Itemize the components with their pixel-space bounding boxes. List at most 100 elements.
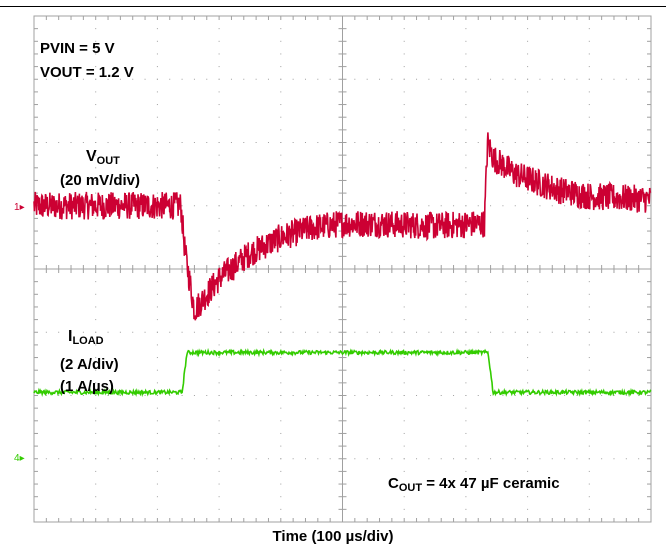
- graticule-dot: [601, 331, 603, 333]
- graticule-dot: [156, 420, 158, 422]
- graticule-dot: [218, 40, 220, 42]
- graticule-dot: [539, 205, 541, 207]
- graticule-dot: [527, 369, 529, 371]
- graticule-dot: [527, 192, 529, 194]
- graticule-dot: [156, 255, 158, 257]
- graticule-dot: [304, 142, 306, 143]
- graticule-dot: [280, 420, 282, 422]
- graticule-dot: [218, 432, 220, 434]
- graticule-dot: [465, 129, 467, 131]
- graticule-dot: [588, 508, 590, 510]
- graticule-dot: [465, 445, 467, 447]
- graticule-dot: [588, 243, 590, 245]
- graticule-dot: [107, 458, 109, 460]
- graticule-dot: [490, 205, 492, 207]
- cout-annotation: COUT = 4x 47 µF ceramic: [388, 475, 560, 494]
- graticule-dot: [391, 142, 393, 143]
- graticule-dot: [638, 395, 640, 396]
- graticule-dot: [527, 217, 529, 219]
- graticule-dot: [156, 369, 158, 371]
- graticule-dot: [119, 395, 121, 396]
- graticule-dot: [527, 91, 529, 93]
- graticule-dot: [58, 395, 60, 396]
- graticule-dot: [465, 496, 467, 498]
- graticule-dot: [317, 395, 319, 396]
- graticule-dot: [317, 331, 319, 333]
- graticule-dot: [588, 458, 590, 460]
- graticule-dot: [428, 395, 430, 396]
- graticule-dot: [193, 205, 195, 207]
- graticule-dot: [416, 142, 418, 143]
- graticule-dot: [95, 66, 97, 68]
- graticule-dot: [144, 331, 146, 333]
- graticule-dot: [490, 458, 492, 460]
- graticule-dot: [403, 78, 405, 80]
- graticule-dot: [119, 142, 121, 143]
- graticule-dot: [156, 508, 158, 510]
- graticule-dot: [366, 78, 368, 80]
- graticule-dot: [527, 331, 529, 333]
- graticule-dot: [218, 116, 220, 118]
- vout-setpoint-annotation: VOUT = 1.2 V: [40, 64, 134, 81]
- graticule-dot: [218, 28, 220, 30]
- graticule-dot: [453, 331, 455, 333]
- graticule-dot: [280, 167, 282, 169]
- graticule-dot: [416, 78, 418, 80]
- graticule-dot: [588, 129, 590, 131]
- graticule-dot: [329, 395, 331, 396]
- graticule-dot: [218, 205, 220, 207]
- graticule-dot: [514, 142, 516, 143]
- graticule-dot: [576, 395, 578, 396]
- graticule-dot: [601, 205, 603, 207]
- graticule-dot: [465, 319, 467, 321]
- graticule-dot: [527, 382, 529, 384]
- graticule-dot: [156, 319, 158, 321]
- graticule-dot: [527, 53, 529, 55]
- iload-channel-label: ILOAD: [68, 328, 104, 347]
- graticule-dot: [354, 395, 356, 396]
- graticule-dot: [144, 395, 146, 396]
- graticule-dot: [132, 331, 134, 333]
- graticule-dot: [527, 496, 529, 498]
- graticule-dot: [292, 142, 294, 143]
- graticule-dot: [206, 395, 208, 396]
- graticule-dot: [169, 395, 171, 396]
- graticule-dot: [428, 205, 430, 207]
- graticule-dot: [527, 154, 529, 156]
- graticule-dot: [156, 357, 158, 359]
- graticule-dot: [132, 395, 134, 396]
- graticule-dot: [70, 395, 72, 396]
- graticule-dot: [527, 445, 529, 447]
- graticule-dot: [625, 78, 627, 80]
- graticule-dot: [453, 205, 455, 207]
- graticule-dot: [243, 142, 245, 143]
- graticule-dot: [477, 205, 479, 207]
- graticule-dot: [428, 78, 430, 80]
- graticule-dot: [292, 78, 294, 80]
- graticule-dot: [403, 445, 405, 447]
- graticule-dot: [58, 142, 60, 143]
- graticule-dot: [527, 78, 529, 80]
- graticule-dot: [95, 281, 97, 283]
- graticule-dot: [243, 395, 245, 396]
- graticule-dot: [514, 395, 516, 396]
- graticule-dot: [416, 331, 418, 333]
- graticule-dot: [280, 483, 282, 485]
- graticule-dot: [440, 78, 442, 80]
- graticule-dot: [588, 395, 590, 396]
- graticule-dot: [588, 357, 590, 359]
- graticule-dot: [95, 53, 97, 55]
- graticule-dot: [588, 382, 590, 384]
- graticule-dot: [218, 382, 220, 384]
- graticule-dot: [514, 205, 516, 207]
- graticule-dot: [156, 306, 158, 308]
- graticule-dot: [280, 508, 282, 510]
- graticule-dot: [95, 420, 97, 422]
- graticule-dot: [280, 344, 282, 346]
- graticule-dot: [465, 407, 467, 409]
- graticule-dot: [465, 78, 467, 80]
- graticule-dot: [465, 483, 467, 485]
- graticule-dot: [539, 142, 541, 143]
- graticule-dot: [156, 154, 158, 156]
- graticule-dot: [218, 420, 220, 422]
